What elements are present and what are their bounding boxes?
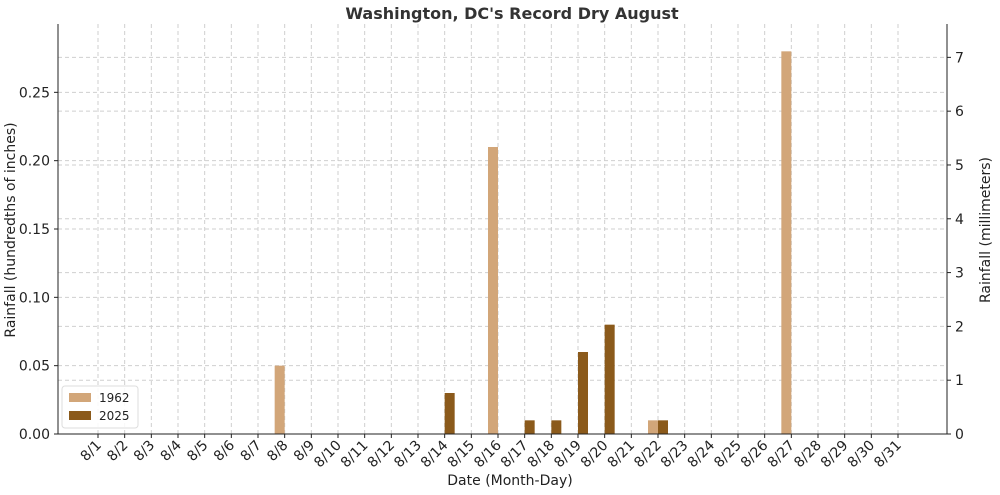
x-tick-label: 8/5 bbox=[184, 438, 211, 465]
y-right-tick-label: 7 bbox=[955, 50, 964, 66]
x-tick-label: 8/8 bbox=[264, 438, 291, 465]
x-tick-label: 8/25 bbox=[711, 438, 745, 472]
bar-2025-8-17 bbox=[524, 420, 535, 434]
right-y-ticks: 0 1 2 3 4 5 6 7 bbox=[947, 50, 964, 443]
y-tick-label: 0.20 bbox=[19, 154, 50, 170]
x-tick-label: 8/11 bbox=[338, 438, 372, 472]
x-tick-label: 8/13 bbox=[391, 438, 425, 472]
x-tick-label: 8/27 bbox=[765, 438, 799, 472]
x-tick-label: 8/2 bbox=[104, 438, 131, 465]
x-tick-label: 8/31 bbox=[871, 438, 905, 472]
x-tick-label: 8/15 bbox=[445, 438, 479, 472]
y-right-tick-label: 6 bbox=[955, 104, 964, 120]
x-tick-label: 8/28 bbox=[791, 438, 825, 472]
bar-2025-8-22 bbox=[658, 420, 668, 434]
x-tick-label: 8/29 bbox=[818, 438, 852, 472]
x-tick-label: 8/18 bbox=[525, 438, 559, 472]
left-y-ticks: 0.00 0.05 0.10 0.15 0.20 0.25 bbox=[19, 85, 58, 443]
x-tick-label: 8/20 bbox=[578, 438, 612, 472]
x-tick-label: 8/4 bbox=[158, 437, 185, 464]
x-axis-label: Date (Month-Day) bbox=[447, 473, 572, 489]
y-tick-label: 0.05 bbox=[19, 359, 50, 375]
bar-1962-8-22 bbox=[648, 420, 658, 434]
y-right-tick-label: 5 bbox=[955, 158, 964, 174]
y-right-tick-label: 2 bbox=[955, 319, 964, 335]
x-tick-label: 8/12 bbox=[365, 438, 399, 472]
right-y-axis-label: Rainfall (millimeters) bbox=[978, 157, 994, 303]
bar-1962-8-8 bbox=[274, 365, 285, 434]
bar-2025-8-19 bbox=[578, 352, 588, 434]
x-ticks: 8/1 8/2 8/3 8/4 8/5 8/6 8/7 8/8 8/98/108/118/128… bbox=[78, 434, 905, 471]
bar-1962-8-16 bbox=[488, 147, 498, 434]
x-tick-label: 8/23 bbox=[658, 438, 692, 472]
x-tick-label: 8/14 bbox=[418, 437, 452, 471]
y-right-tick-label: 0 bbox=[955, 427, 964, 443]
bars bbox=[274, 51, 792, 434]
x-tick-label: 8/19 bbox=[551, 438, 585, 472]
x-tick-label: 8/1 bbox=[78, 438, 105, 465]
y-right-tick-label: 3 bbox=[955, 266, 964, 282]
legend-swatch-1962 bbox=[69, 393, 91, 402]
x-tick-label: 8/3 bbox=[131, 438, 158, 465]
bar-2025-8-20 bbox=[604, 324, 615, 434]
bar-2025-8-18 bbox=[551, 420, 562, 434]
x-tick-label: 8/16 bbox=[471, 437, 505, 471]
x-tick-label: 8/26 bbox=[738, 437, 772, 471]
bar-1962-8-27 bbox=[781, 51, 792, 434]
grid bbox=[58, 24, 947, 435]
y-tick-label: 0.00 bbox=[19, 427, 50, 443]
y-right-tick-label: 1 bbox=[955, 373, 964, 389]
x-tick-label: 8/21 bbox=[605, 438, 639, 472]
legend-label-1962: 1962 bbox=[99, 391, 130, 405]
x-tick-label: 8/17 bbox=[498, 438, 532, 472]
x-tick-label: 8/22 bbox=[631, 438, 665, 472]
y-tick-label: 0.25 bbox=[19, 85, 50, 101]
bar-2025-8-14 bbox=[444, 393, 455, 434]
legend: 1962 2025 bbox=[61, 385, 139, 429]
x-tick-label: 8/10 bbox=[311, 438, 345, 472]
x-tick-label: 8/6 bbox=[211, 437, 238, 464]
legend-label-2025: 2025 bbox=[99, 409, 130, 423]
legend-swatch-2025 bbox=[69, 411, 91, 420]
chart-title: Washington, DC's Record Dry August bbox=[345, 4, 679, 23]
y-right-tick-label: 4 bbox=[955, 212, 964, 228]
x-tick-label: 8/30 bbox=[845, 438, 879, 472]
x-tick-label: 8/7 bbox=[238, 438, 265, 465]
y-tick-label: 0.10 bbox=[19, 290, 50, 306]
y-tick-label: 0.15 bbox=[19, 222, 50, 238]
x-tick-label: 8/24 bbox=[685, 437, 719, 471]
left-y-axis-label: Rainfall (hundredths of inches) bbox=[3, 122, 19, 337]
